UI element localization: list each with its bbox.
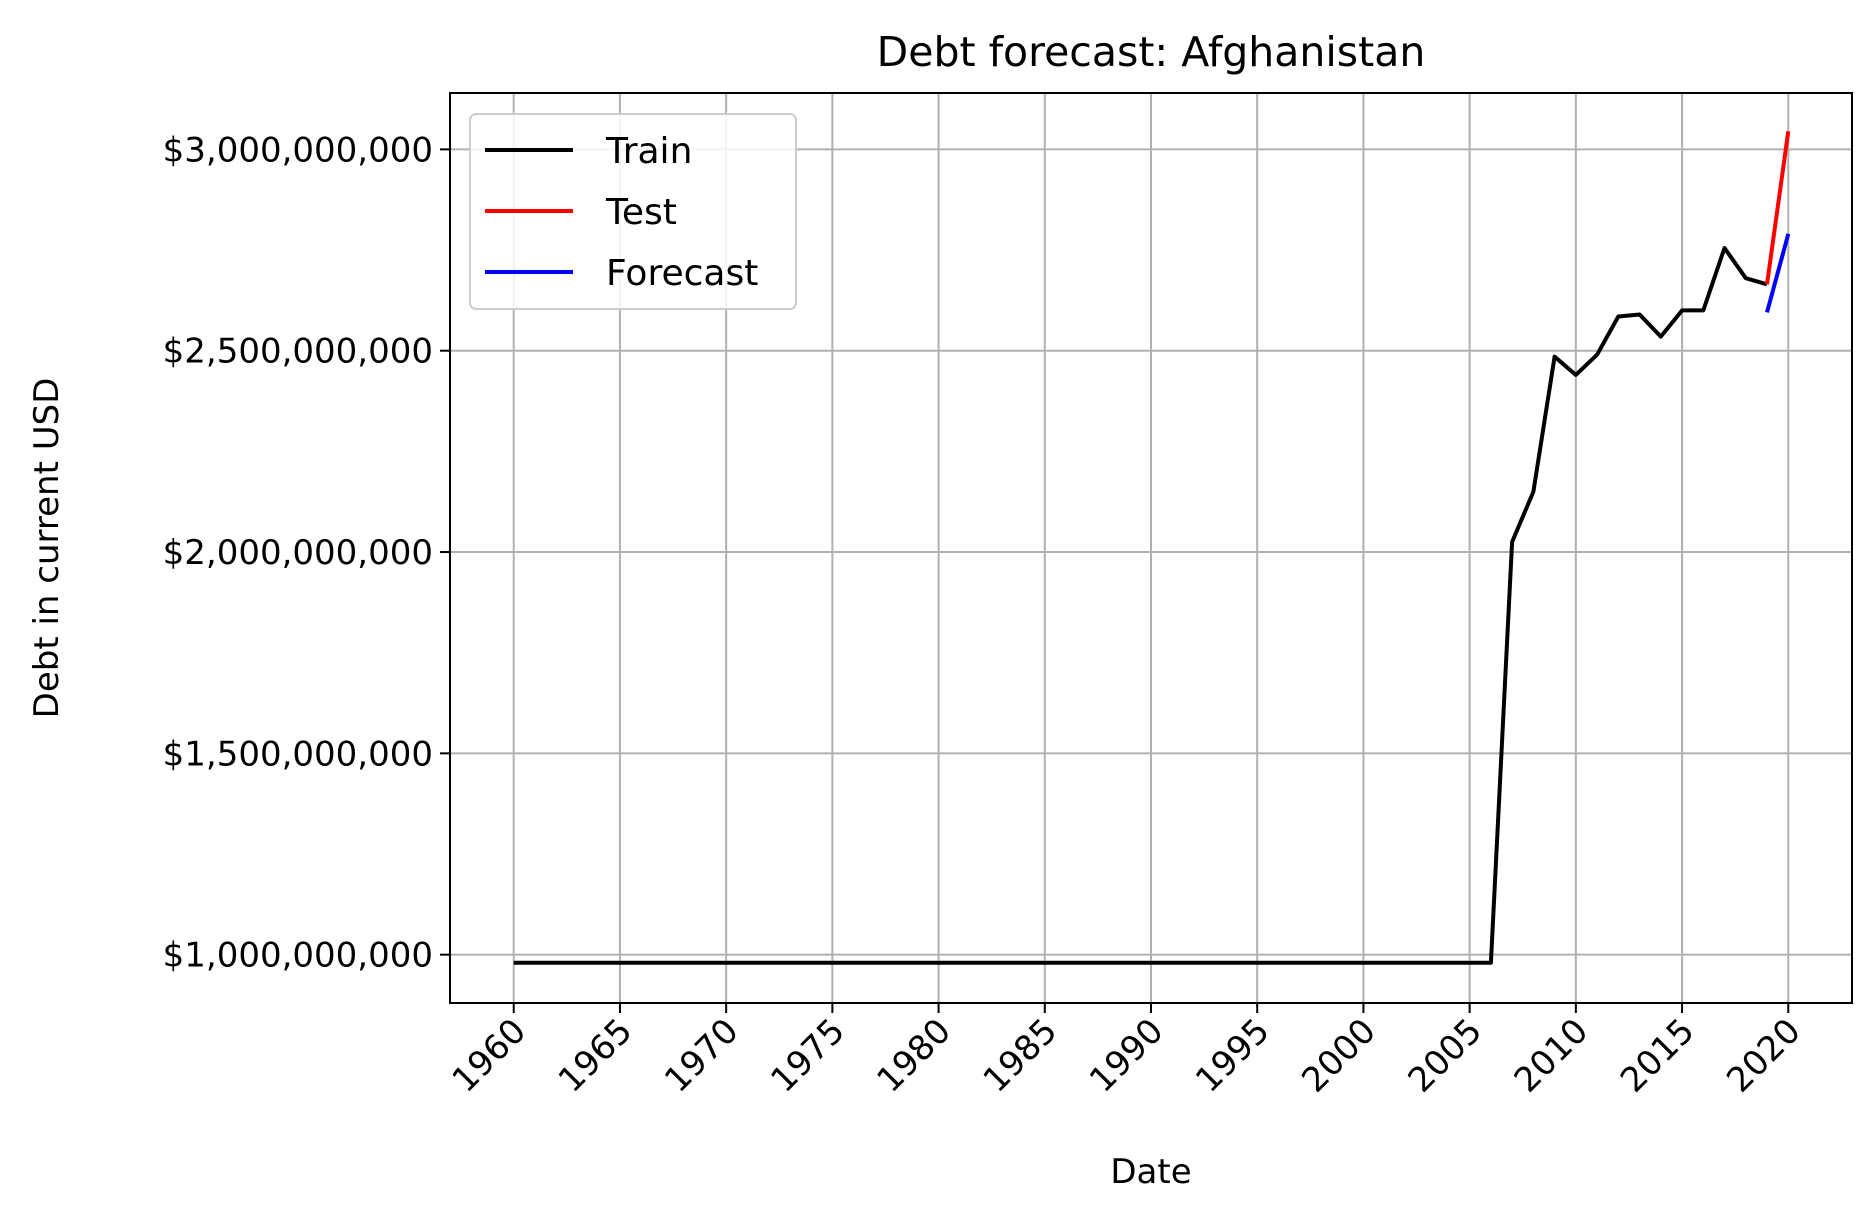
series-line-forecast — [1765, 233, 1791, 313]
chart-title: Debt forecast: Afghanistan — [877, 28, 1426, 76]
legend-label-train: Train — [605, 131, 692, 172]
y-tick-label: $1,000,000,000 — [163, 936, 433, 976]
y-tick-label: $2,000,000,000 — [163, 533, 433, 573]
legend-box — [469, 113, 797, 310]
series-lines — [513, 131, 1791, 965]
y-tick-label: $2,500,000,000 — [163, 332, 433, 372]
series-line-train — [513, 246, 1768, 965]
x-axis-label: Date — [1110, 1152, 1191, 1192]
series-line-test — [1765, 131, 1791, 285]
legend-label-forecast: Forecast — [606, 253, 758, 294]
y-axis-ticks: $1,000,000,000 $1,500,000,000 $2,000,000,0… — [163, 130, 450, 976]
y-tick-label: $3,000,000,000 — [163, 130, 433, 170]
legend: Train Test Forecast — [469, 113, 797, 310]
y-tick-label: $1,500,000,000 — [163, 734, 433, 774]
y-axis-label: Debt in current USD — [27, 378, 67, 719]
legend-label-test: Test — [605, 192, 677, 233]
